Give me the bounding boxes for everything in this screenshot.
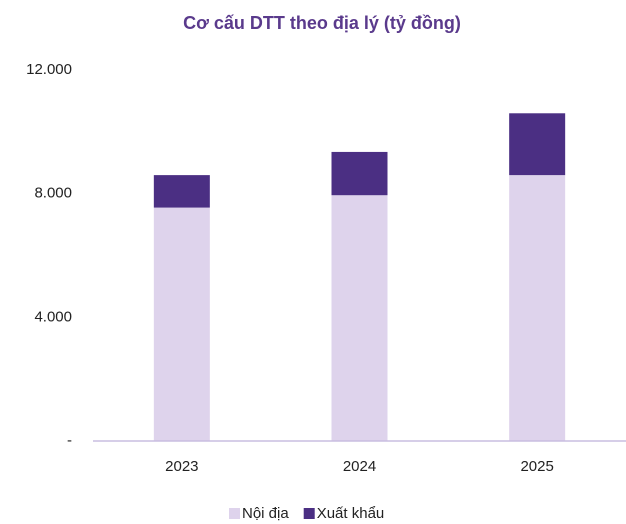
y-tick-label: 12.000: [26, 61, 72, 78]
x-tick-label: 2023: [165, 458, 198, 475]
bar-segment: [509, 175, 566, 441]
legend-swatch: [303, 508, 315, 519]
legend-label: Nội địa: [242, 505, 289, 522]
bar-segment: [153, 175, 210, 208]
x-tick-label: 2025: [520, 458, 553, 475]
legend-swatch: [229, 508, 240, 519]
x-tick-label: 2024: [343, 458, 376, 475]
bar-segment: [331, 151, 388, 196]
y-tick-label: 4.000: [34, 308, 72, 325]
y-tick-label: 8.000: [34, 185, 72, 202]
legend-label: Xuất khẩu: [317, 505, 385, 522]
chart-title: Cơ cấu DTT theo địa lý (tỷ đồng): [183, 13, 461, 33]
bar-segment: [153, 207, 210, 441]
bar-segment: [331, 195, 388, 441]
bar-segment: [509, 113, 566, 176]
y-tick-label: -: [67, 432, 72, 449]
